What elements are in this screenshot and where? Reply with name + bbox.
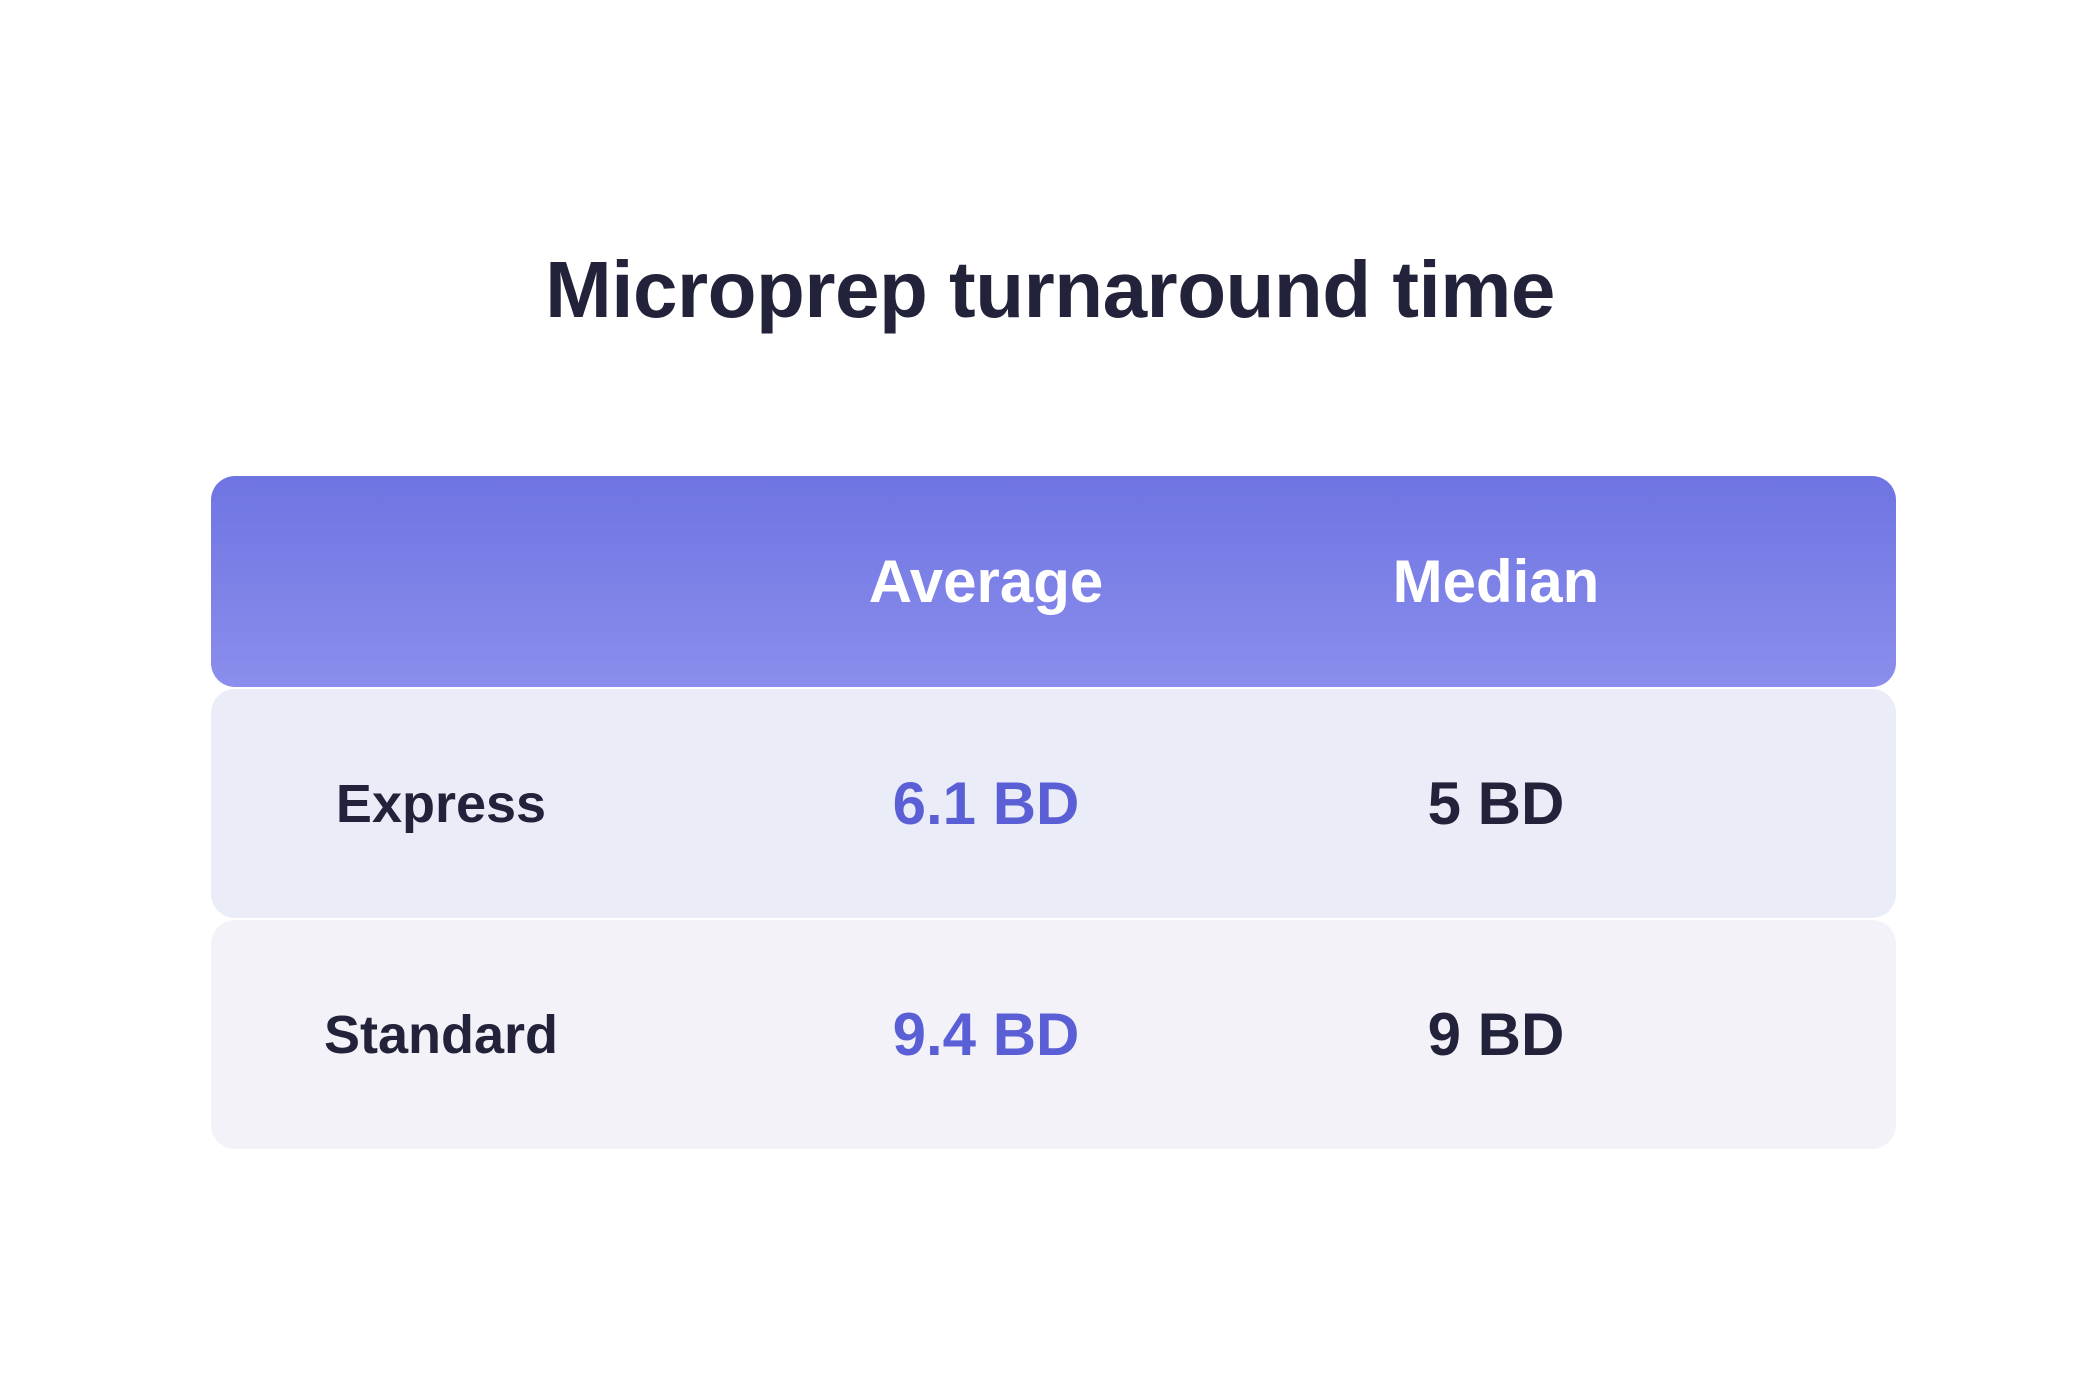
row-label-express: Express	[335, 773, 547, 834]
express-median-value: 5 BD	[1427, 770, 1565, 837]
chart-title: Microprep turnaround time	[545, 245, 1555, 334]
row-label-standard: Standard	[323, 1004, 559, 1065]
table-row-express: Express 6.1 BD 5 BD	[211, 689, 1896, 918]
table-row-standard: Standard 9.4 BD 9 BD	[211, 920, 1896, 1149]
header-average: Average	[868, 548, 1104, 615]
header-label-cell	[211, 476, 671, 687]
express-average-value: 6.1 BD	[892, 770, 1080, 837]
header-median: Median	[1392, 548, 1600, 615]
standard-median-value: 9 BD	[1427, 1001, 1565, 1068]
table-header-row: Average Median	[211, 476, 1896, 687]
standard-average-value: 9.4 BD	[892, 1001, 1080, 1068]
turnaround-table: Average Median Express 6.1 BD 5 BD Stand…	[211, 476, 1896, 1151]
